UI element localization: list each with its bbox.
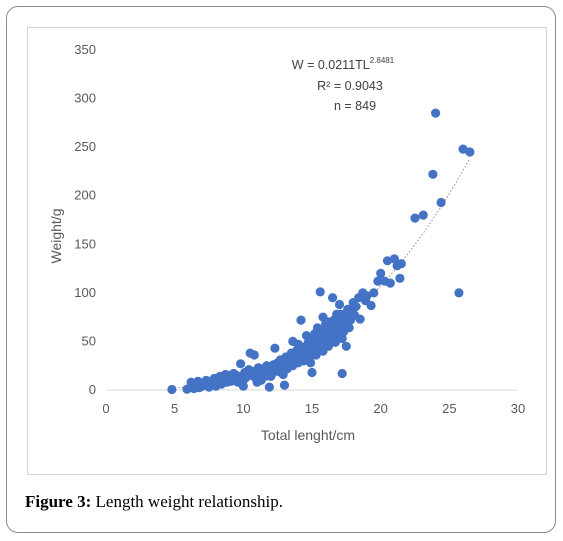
data-point xyxy=(332,309,342,319)
x-axis-title: Total lenght/cm xyxy=(261,427,355,443)
x-tick-label: 25 xyxy=(442,401,456,416)
data-point xyxy=(264,382,274,392)
x-tick-label: 20 xyxy=(373,401,387,416)
x-tick-label: 5 xyxy=(171,401,178,416)
r-squared-label: R² = 0.9043 xyxy=(317,79,383,93)
scatter-chart: 0 50 100 150 200 250 300 350 0 5 10 15 20 25 30 Weigh… xyxy=(48,42,525,443)
data-point xyxy=(167,384,177,395)
y-tick-label: 150 xyxy=(74,236,96,251)
data-point xyxy=(465,147,475,157)
y-tick-label: 100 xyxy=(74,285,96,300)
equation-label: W = 0.0211TL2.8481 xyxy=(292,56,395,72)
data-point xyxy=(382,256,393,266)
data-point xyxy=(373,276,383,286)
data-point xyxy=(279,380,290,390)
x-tick-label: 0 xyxy=(102,401,109,416)
y-tick-label: 250 xyxy=(74,139,96,154)
data-point xyxy=(328,293,338,303)
data-point xyxy=(351,301,361,312)
y-tick-label: 200 xyxy=(74,188,96,203)
data-point xyxy=(306,358,316,368)
data-point xyxy=(385,278,395,288)
data-point xyxy=(236,359,246,369)
caption-label: Figure 3: xyxy=(25,492,92,511)
data-point xyxy=(376,268,386,278)
data-point xyxy=(362,291,372,301)
figure-frame: 0 50 100 150 200 250 300 350 0 5 10 15 20 25 30 Weigh… xyxy=(6,6,556,533)
y-axis-title: Weight/g xyxy=(48,209,64,264)
y-tick-label: 350 xyxy=(74,42,96,57)
y-tick-label: 50 xyxy=(82,333,96,348)
data-point xyxy=(428,169,438,179)
x-tick-label: 30 xyxy=(511,401,525,416)
data-point xyxy=(312,323,323,333)
caption-text: Length weight relationship. xyxy=(91,492,283,511)
data-point xyxy=(270,343,280,353)
data-point xyxy=(410,213,420,223)
data-point xyxy=(369,288,379,298)
data-point xyxy=(249,350,259,360)
x-tick-label: 10 xyxy=(236,401,250,416)
data-point xyxy=(344,323,354,333)
data-point xyxy=(395,273,405,283)
data-point xyxy=(355,314,365,324)
data-point xyxy=(238,381,248,391)
data-points xyxy=(167,108,475,395)
y-axis-ticks: 0 50 100 150 200 250 300 350 xyxy=(74,42,96,397)
data-point xyxy=(418,210,428,220)
data-point xyxy=(366,300,376,311)
y-tick-label: 300 xyxy=(74,91,96,106)
data-point xyxy=(431,108,441,118)
sample-size-label: n = 849 xyxy=(334,99,376,113)
data-point xyxy=(454,288,464,298)
data-point xyxy=(396,259,406,269)
data-point xyxy=(252,377,262,387)
data-point xyxy=(307,367,317,378)
data-point xyxy=(315,287,325,297)
data-point xyxy=(436,197,446,208)
data-point xyxy=(334,299,345,310)
data-point xyxy=(296,315,306,325)
data-point xyxy=(301,331,312,341)
x-tick-label: 15 xyxy=(305,401,319,416)
data-point xyxy=(337,368,347,379)
y-tick-label: 0 xyxy=(89,382,96,397)
data-point xyxy=(341,341,351,351)
figure-caption: Figure 3: Length weight relationship. xyxy=(25,492,283,512)
data-point xyxy=(182,384,192,394)
x-axis-ticks: 0 5 10 15 20 25 30 xyxy=(102,401,525,416)
data-point xyxy=(288,336,298,346)
chart-area: 0 50 100 150 200 250 300 350 0 5 10 15 20 25 30 Weigh… xyxy=(27,27,547,475)
data-point xyxy=(318,312,328,322)
data-point xyxy=(266,371,276,381)
